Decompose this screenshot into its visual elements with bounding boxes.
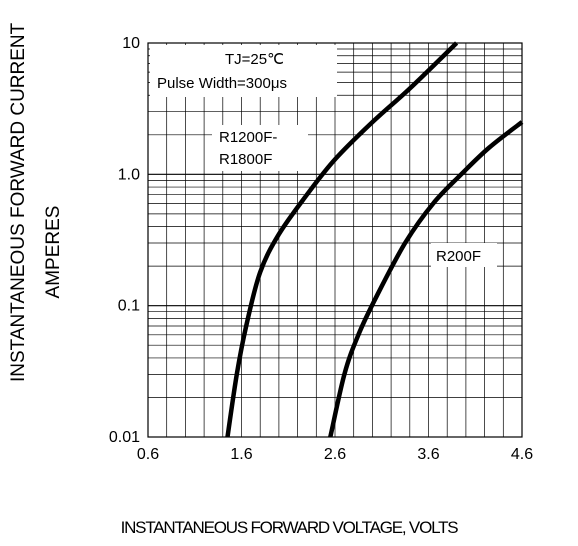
- x-tick-labels: 0.6 1.6 2.6 3.6 4.6: [137, 446, 533, 463]
- grid: [148, 43, 522, 437]
- x-axis-label: INSTANTANEOUS FORWARD VOLTAGE, VOLTS: [120, 518, 459, 537]
- plot-frame: [147, 42, 523, 438]
- series-label-bg-2: [431, 243, 497, 267]
- y-tick-labels: 0.01 0.1 1.0 10: [109, 35, 140, 446]
- series-label-bg-1: [212, 125, 308, 171]
- condition-box: [150, 45, 337, 97]
- curves: [225, 41, 524, 438]
- y-axis-label-line2: AMPERES: [43, 205, 64, 299]
- x-tick-label: 1.6: [230, 446, 252, 463]
- x-tick-label: 0.6: [137, 446, 159, 463]
- y-tick-label: 0.1: [118, 298, 140, 315]
- y-tick-label: 10: [122, 35, 140, 52]
- condition-temp: TJ=25℃: [225, 51, 284, 68]
- x-tick-label: 2.6: [324, 446, 346, 463]
- y-tick-label: 1.0: [118, 166, 140, 183]
- x-tick-label: 4.6: [511, 446, 533, 463]
- y-axis-label-line1: INSTANTANEOUS FORWARD CURRENT: [8, 22, 29, 382]
- condition-pulse: Pulse Width=300μs: [157, 75, 287, 92]
- y-tick-label: 0.01: [109, 429, 140, 446]
- series-label-r200f: R200F: [436, 248, 481, 265]
- curve-r1200f-r1800f: [225, 41, 459, 438]
- series-label-r1200f-line2: R1800F: [219, 151, 272, 168]
- curve-r200f: [328, 120, 524, 438]
- series-label-r1200f-line1: R1200F-: [219, 129, 277, 146]
- x-tick-label: 3.6: [417, 446, 439, 463]
